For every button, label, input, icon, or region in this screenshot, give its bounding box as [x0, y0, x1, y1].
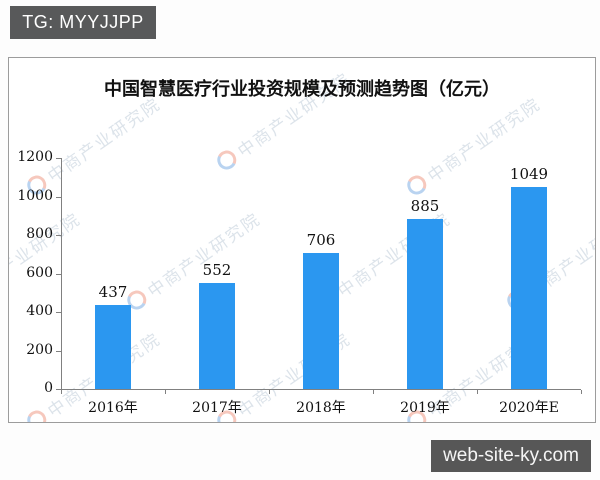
x-axis-tick	[61, 390, 62, 394]
y-axis-tick-label: 400	[26, 303, 53, 319]
bar-2018年	[303, 253, 339, 389]
x-axis-tick	[165, 390, 166, 394]
bar-2020年E	[511, 187, 547, 389]
y-axis-tick-label: 1000	[17, 188, 53, 204]
chart-panel: 中商产业研究院 中商产业研究院 中商产业研究院 中商产业研究院 中商产业研究院 …	[8, 57, 596, 423]
x-axis-tick	[373, 390, 374, 394]
chart-title: 中国智慧医疗行业投资规模及预测趋势图（亿元）	[104, 79, 500, 100]
site-watermark-badge: web-site-ky.com	[431, 440, 591, 472]
y-axis-tick	[56, 389, 61, 390]
bar-2017年	[199, 283, 235, 389]
bar-value-label: 552	[202, 261, 232, 279]
x-axis-tick	[269, 390, 270, 394]
bar-value-label: 706	[306, 231, 336, 249]
y-axis-tick	[56, 351, 61, 352]
y-axis-tick	[56, 274, 61, 275]
y-axis-tick	[56, 197, 61, 198]
x-axis-line	[61, 389, 581, 390]
bar-chart-plot: 0 200 400 600 800 1000 1200 437 2016年 552 2017年 706…	[9, 58, 595, 422]
x-axis-category-label: 2018年	[296, 400, 346, 416]
x-axis-tick	[581, 390, 582, 394]
y-axis-tick-label: 800	[26, 226, 53, 242]
bar-2019年	[407, 219, 443, 389]
y-axis-tick-label: 0	[44, 380, 53, 396]
bar-value-label: 885	[410, 197, 440, 215]
x-axis-category-label: 2019年	[400, 400, 450, 416]
y-axis-tick-label: 1200	[17, 149, 53, 165]
y-axis-tick	[56, 235, 61, 236]
bar-2016年	[95, 305, 131, 389]
x-axis-category-label: 2017年	[192, 400, 242, 416]
y-axis-tick	[56, 158, 61, 159]
tg-watermark-badge: TG: MYYJJPP	[10, 6, 156, 39]
y-axis-line	[61, 158, 62, 390]
x-axis-category-label: 2020年E	[499, 400, 559, 416]
x-axis-category-label: 2016年	[88, 400, 138, 416]
y-axis-tick-label: 600	[26, 265, 53, 281]
y-axis-tick-label: 200	[26, 342, 53, 358]
x-axis-tick	[477, 390, 478, 394]
y-axis-tick	[56, 312, 61, 313]
bar-value-label: 1049	[509, 165, 549, 183]
bar-value-label: 437	[98, 283, 128, 301]
